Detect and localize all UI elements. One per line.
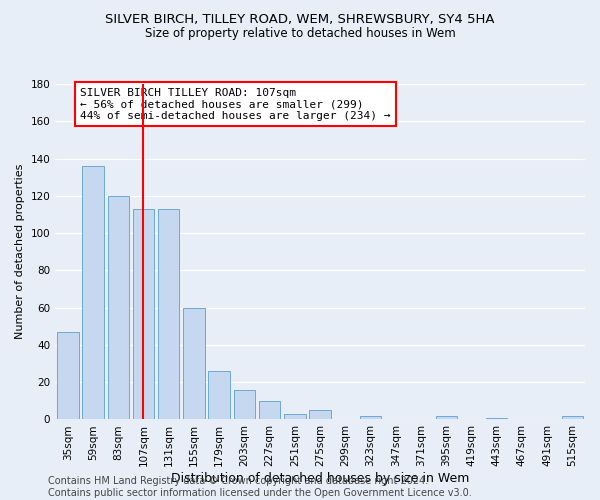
- Bar: [233, 390, 255, 420]
- Text: Contains HM Land Registry data © Crown copyright and database right 2024.
Contai: Contains HM Land Registry data © Crown c…: [48, 476, 472, 498]
- Bar: [158, 209, 179, 420]
- Bar: [57, 332, 79, 420]
- Bar: [107, 196, 129, 420]
- Bar: [259, 401, 280, 419]
- Bar: [436, 416, 457, 420]
- Y-axis label: Number of detached properties: Number of detached properties: [15, 164, 25, 340]
- Bar: [360, 416, 381, 420]
- Bar: [208, 371, 230, 420]
- Text: SILVER BIRCH, TILLEY ROAD, WEM, SHREWSBURY, SY4 5HA: SILVER BIRCH, TILLEY ROAD, WEM, SHREWSBU…: [105, 12, 495, 26]
- Text: Size of property relative to detached houses in Wem: Size of property relative to detached ho…: [145, 28, 455, 40]
- Bar: [562, 416, 583, 420]
- Bar: [82, 166, 104, 419]
- Bar: [183, 308, 205, 420]
- X-axis label: Distribution of detached houses by size in Wem: Distribution of detached houses by size …: [171, 472, 469, 485]
- Bar: [486, 418, 508, 420]
- Bar: [310, 410, 331, 420]
- Bar: [284, 414, 305, 420]
- Text: SILVER BIRCH TILLEY ROAD: 107sqm
← 56% of detached houses are smaller (299)
44% : SILVER BIRCH TILLEY ROAD: 107sqm ← 56% o…: [80, 88, 391, 121]
- Bar: [133, 209, 154, 420]
